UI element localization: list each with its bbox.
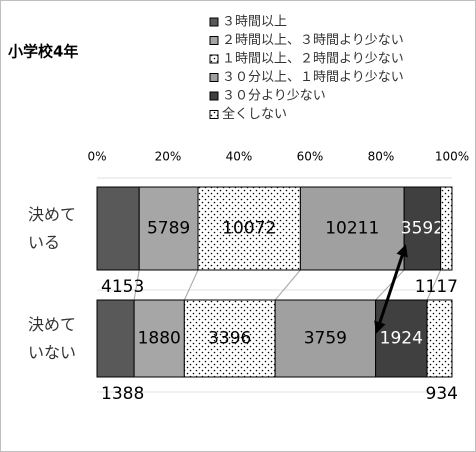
bar-segment — [440, 186, 453, 271]
y-tick-label: 決めて いない — [28, 314, 77, 362]
legend-swatch — [209, 73, 219, 82]
legend-label: ３０分以上、１時間より少ない — [222, 70, 404, 85]
series-line — [426, 269, 442, 301]
bar-segment — [274, 299, 377, 378]
data-label: 1880 — [138, 329, 181, 349]
legend-swatch — [209, 17, 219, 27]
data-label: 3396 — [208, 329, 251, 349]
legend-swatch — [209, 110, 219, 119]
data-label: 3592 — [401, 219, 444, 239]
x-tick-label: 80% — [368, 150, 395, 164]
legend-label: ３０分より少ない — [222, 89, 326, 104]
data-label: 10072 — [222, 219, 276, 239]
legend-label: 全くしない — [222, 106, 287, 122]
legend-swatch — [209, 91, 219, 101]
x-tick-label: 60% — [297, 150, 324, 164]
legend-label: ３時間以上 — [222, 15, 287, 30]
data-label: 934 — [426, 384, 458, 404]
arrow — [374, 244, 408, 334]
data-label: 3759 — [304, 329, 347, 349]
bar-segment — [403, 186, 442, 271]
legend-label: １時間以上、２時間より少ない — [222, 52, 404, 67]
bar-segment — [133, 299, 185, 378]
bar-segment — [96, 186, 140, 271]
legend-swatch — [209, 54, 219, 64]
series-line — [183, 269, 199, 301]
data-label: 4153 — [101, 277, 144, 297]
x-tick-label: 100% — [435, 150, 469, 164]
bar-segment — [183, 299, 276, 378]
data-label: 1924 — [380, 329, 423, 349]
series-line — [133, 269, 140, 301]
series-line — [274, 269, 301, 301]
bar-segment — [96, 299, 135, 378]
data-label: 1388 — [101, 384, 144, 404]
bar-segment — [426, 299, 453, 378]
data-label: 5789 — [147, 219, 190, 239]
chart-title: 小学校4年 — [8, 43, 78, 61]
legend-label: ２時間以上、３時間より少ない — [222, 33, 404, 48]
y-tick-label: 決めて いる — [28, 204, 77, 252]
x-tick-label: 40% — [226, 150, 253, 164]
data-label: 1117 — [415, 277, 458, 297]
legend-swatch — [209, 36, 219, 45]
data-label: 10211 — [325, 219, 379, 239]
x-tick-label: 20% — [155, 150, 182, 164]
bar-segment — [197, 186, 301, 271]
x-tick-label: 0% — [87, 150, 106, 164]
